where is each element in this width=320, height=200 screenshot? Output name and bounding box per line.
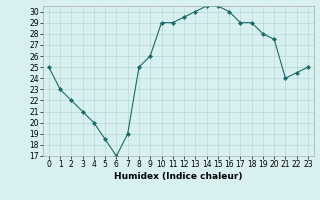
X-axis label: Humidex (Indice chaleur): Humidex (Indice chaleur) xyxy=(114,172,243,181)
